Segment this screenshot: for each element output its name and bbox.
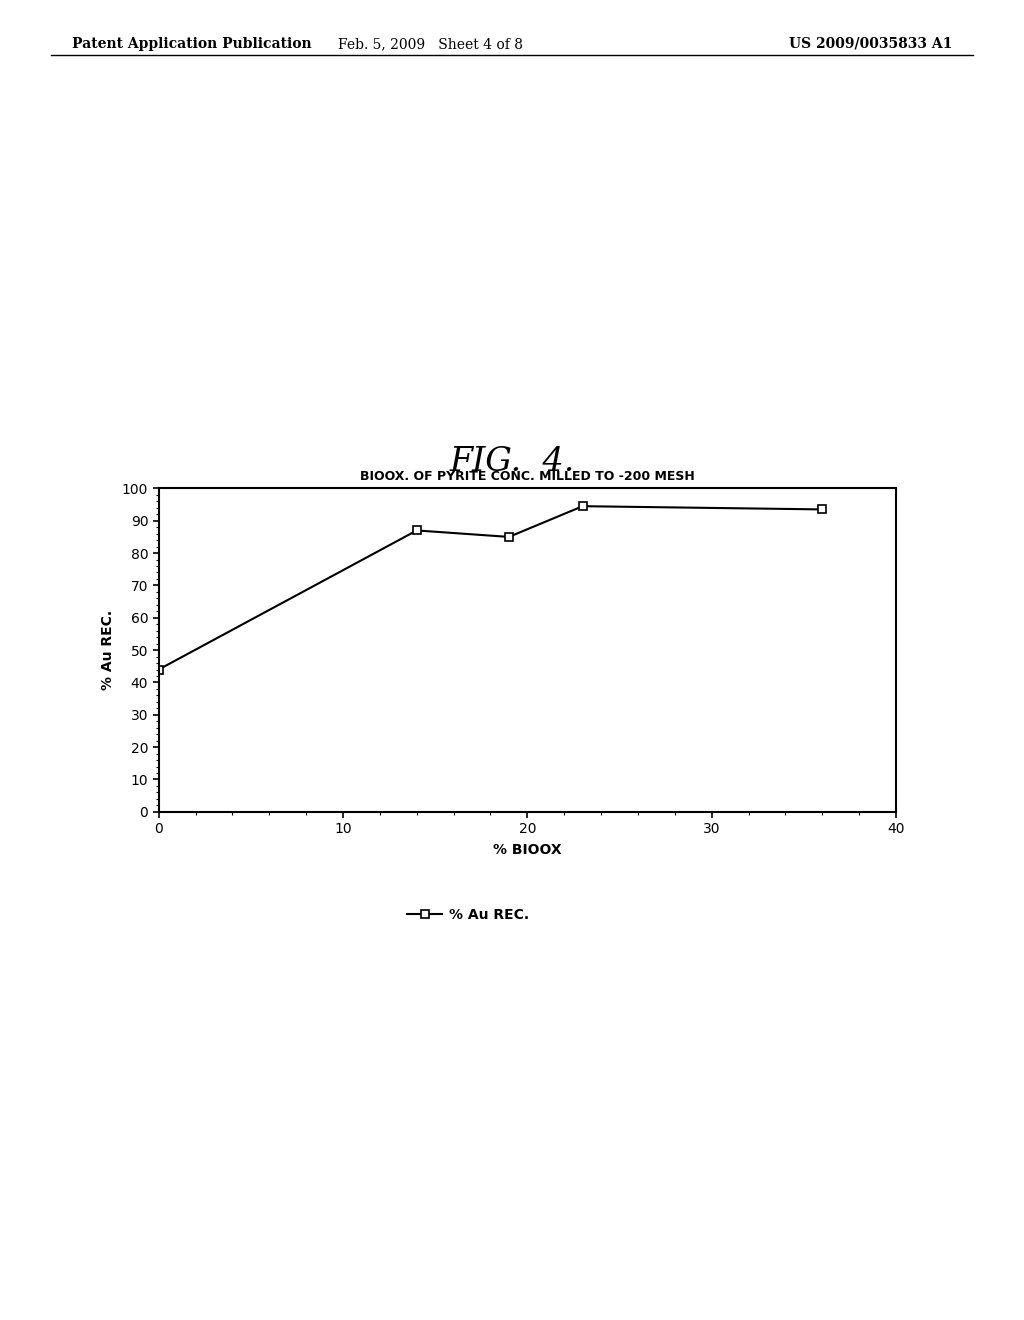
Text: FIG.  4.: FIG. 4. (450, 446, 574, 478)
Y-axis label: % Au REC.: % Au REC. (101, 610, 115, 690)
Text: Patent Application Publication: Patent Application Publication (72, 37, 311, 51)
Text: Feb. 5, 2009   Sheet 4 of 8: Feb. 5, 2009 Sheet 4 of 8 (338, 37, 522, 51)
Legend: % Au REC.: % Au REC. (402, 903, 535, 928)
Text: US 2009/0035833 A1: US 2009/0035833 A1 (788, 37, 952, 51)
Title: BIOOX. OF PYRITE CONC. MILLED TO -200 MESH: BIOOX. OF PYRITE CONC. MILLED TO -200 ME… (360, 470, 694, 483)
X-axis label: % BIOOX: % BIOOX (493, 843, 562, 857)
